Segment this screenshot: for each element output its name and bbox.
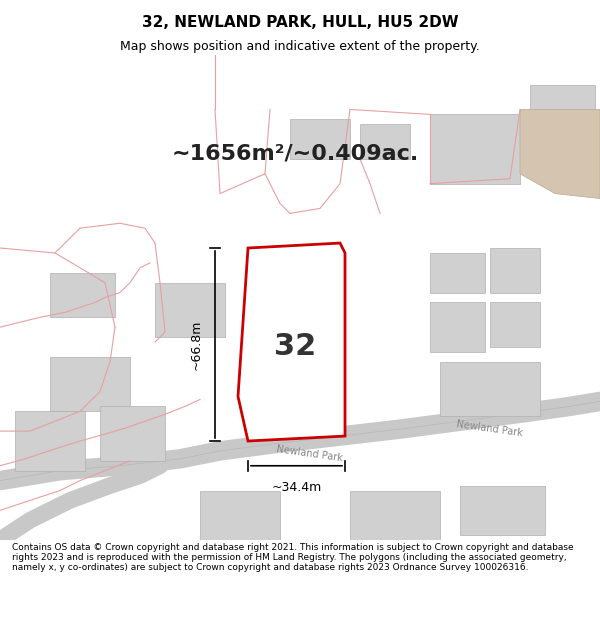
Bar (50, 357, 130, 411)
Bar (50, 272, 115, 318)
Text: Newland Park: Newland Park (456, 419, 524, 439)
Text: ~1656m²/~0.409ac.: ~1656m²/~0.409ac. (172, 144, 419, 164)
Bar (350, 491, 440, 540)
Text: ~66.8m: ~66.8m (190, 319, 203, 370)
Text: ~34.4m: ~34.4m (271, 481, 322, 494)
Polygon shape (238, 243, 345, 441)
Bar (360, 124, 410, 159)
Bar (490, 302, 540, 347)
Bar (530, 85, 595, 174)
Bar (430, 114, 520, 184)
Bar (460, 486, 545, 535)
Bar (290, 119, 350, 159)
Bar (440, 362, 540, 416)
Text: Map shows position and indicative extent of the property.: Map shows position and indicative extent… (120, 39, 480, 52)
Polygon shape (520, 109, 600, 199)
Bar (155, 282, 225, 337)
Text: Contains OS data © Crown copyright and database right 2021. This information is : Contains OS data © Crown copyright and d… (12, 542, 574, 572)
Bar (15, 411, 85, 471)
Bar (200, 491, 280, 545)
Text: 32, NEWLAND PARK, HULL, HU5 2DW: 32, NEWLAND PARK, HULL, HU5 2DW (142, 16, 458, 31)
Text: 32: 32 (274, 332, 316, 361)
Bar (100, 406, 165, 461)
Bar (430, 302, 485, 352)
Bar (430, 253, 485, 292)
Text: Newland Park: Newland Park (276, 444, 344, 464)
Bar (490, 248, 540, 292)
